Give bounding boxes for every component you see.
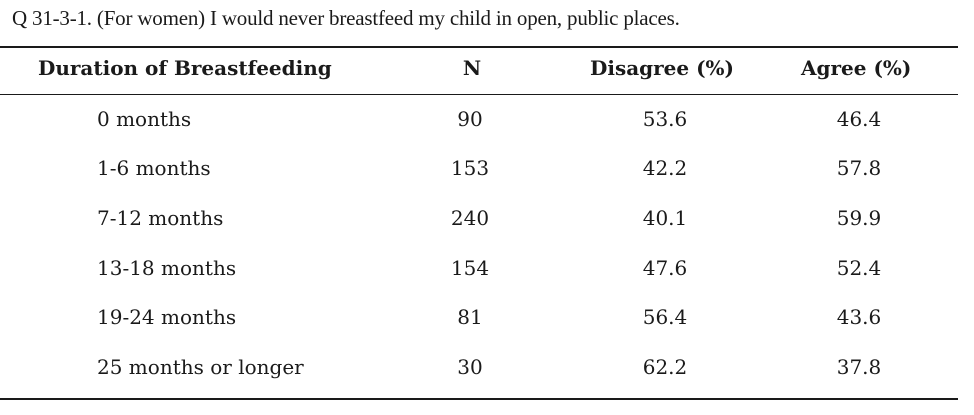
table-caption: Q 31-3-1. (For women) I would never brea… xyxy=(12,6,680,30)
table-bottom-rule xyxy=(0,398,958,400)
cell-agree: 57.8 xyxy=(836,156,882,180)
cell-n: 90 xyxy=(457,107,483,131)
cell-duration: 25 months or longer xyxy=(97,355,304,379)
table-row: 7-12 months 240 40.1 59.9 xyxy=(0,206,958,236)
cell-disagree: 47.6 xyxy=(642,256,688,280)
cell-agree: 43.6 xyxy=(836,305,882,329)
table-row: 1-6 months 153 42.2 57.8 xyxy=(0,156,958,186)
cell-disagree: 62.2 xyxy=(642,355,688,379)
cell-n: 30 xyxy=(457,355,483,379)
cell-agree: 52.4 xyxy=(836,256,882,280)
cell-disagree: 53.6 xyxy=(642,107,688,131)
cell-duration: 19-24 months xyxy=(97,305,237,329)
table-row: 0 months 90 53.6 46.4 xyxy=(0,107,958,137)
table-header-rule xyxy=(0,94,958,95)
cell-disagree: 40.1 xyxy=(642,206,688,230)
cell-disagree: 56.4 xyxy=(642,305,688,329)
header-disagree: Disagree (%) xyxy=(590,56,735,80)
cell-n: 154 xyxy=(450,256,490,280)
cell-agree: 37.8 xyxy=(836,355,882,379)
cell-duration: 13-18 months xyxy=(97,256,237,280)
cell-n: 240 xyxy=(450,206,490,230)
cell-n: 153 xyxy=(450,156,490,180)
table-row: 19-24 months 81 56.4 43.6 xyxy=(0,305,958,335)
header-duration: Duration of Breastfeeding xyxy=(38,56,332,80)
table-row: 25 months or longer 30 62.2 37.8 xyxy=(0,355,958,385)
header-n: N xyxy=(462,56,482,80)
cell-n: 81 xyxy=(457,305,483,329)
cell-agree: 46.4 xyxy=(836,107,882,131)
cell-duration: 1-6 months xyxy=(97,156,211,180)
cell-disagree: 42.2 xyxy=(642,156,688,180)
cell-duration: 0 months xyxy=(97,107,192,131)
table-top-rule xyxy=(0,46,958,48)
cell-agree: 59.9 xyxy=(836,206,882,230)
header-agree: Agree (%) xyxy=(801,56,912,80)
table-row: 13-18 months 154 47.6 52.4 xyxy=(0,256,958,286)
cell-duration: 7-12 months xyxy=(97,206,224,230)
